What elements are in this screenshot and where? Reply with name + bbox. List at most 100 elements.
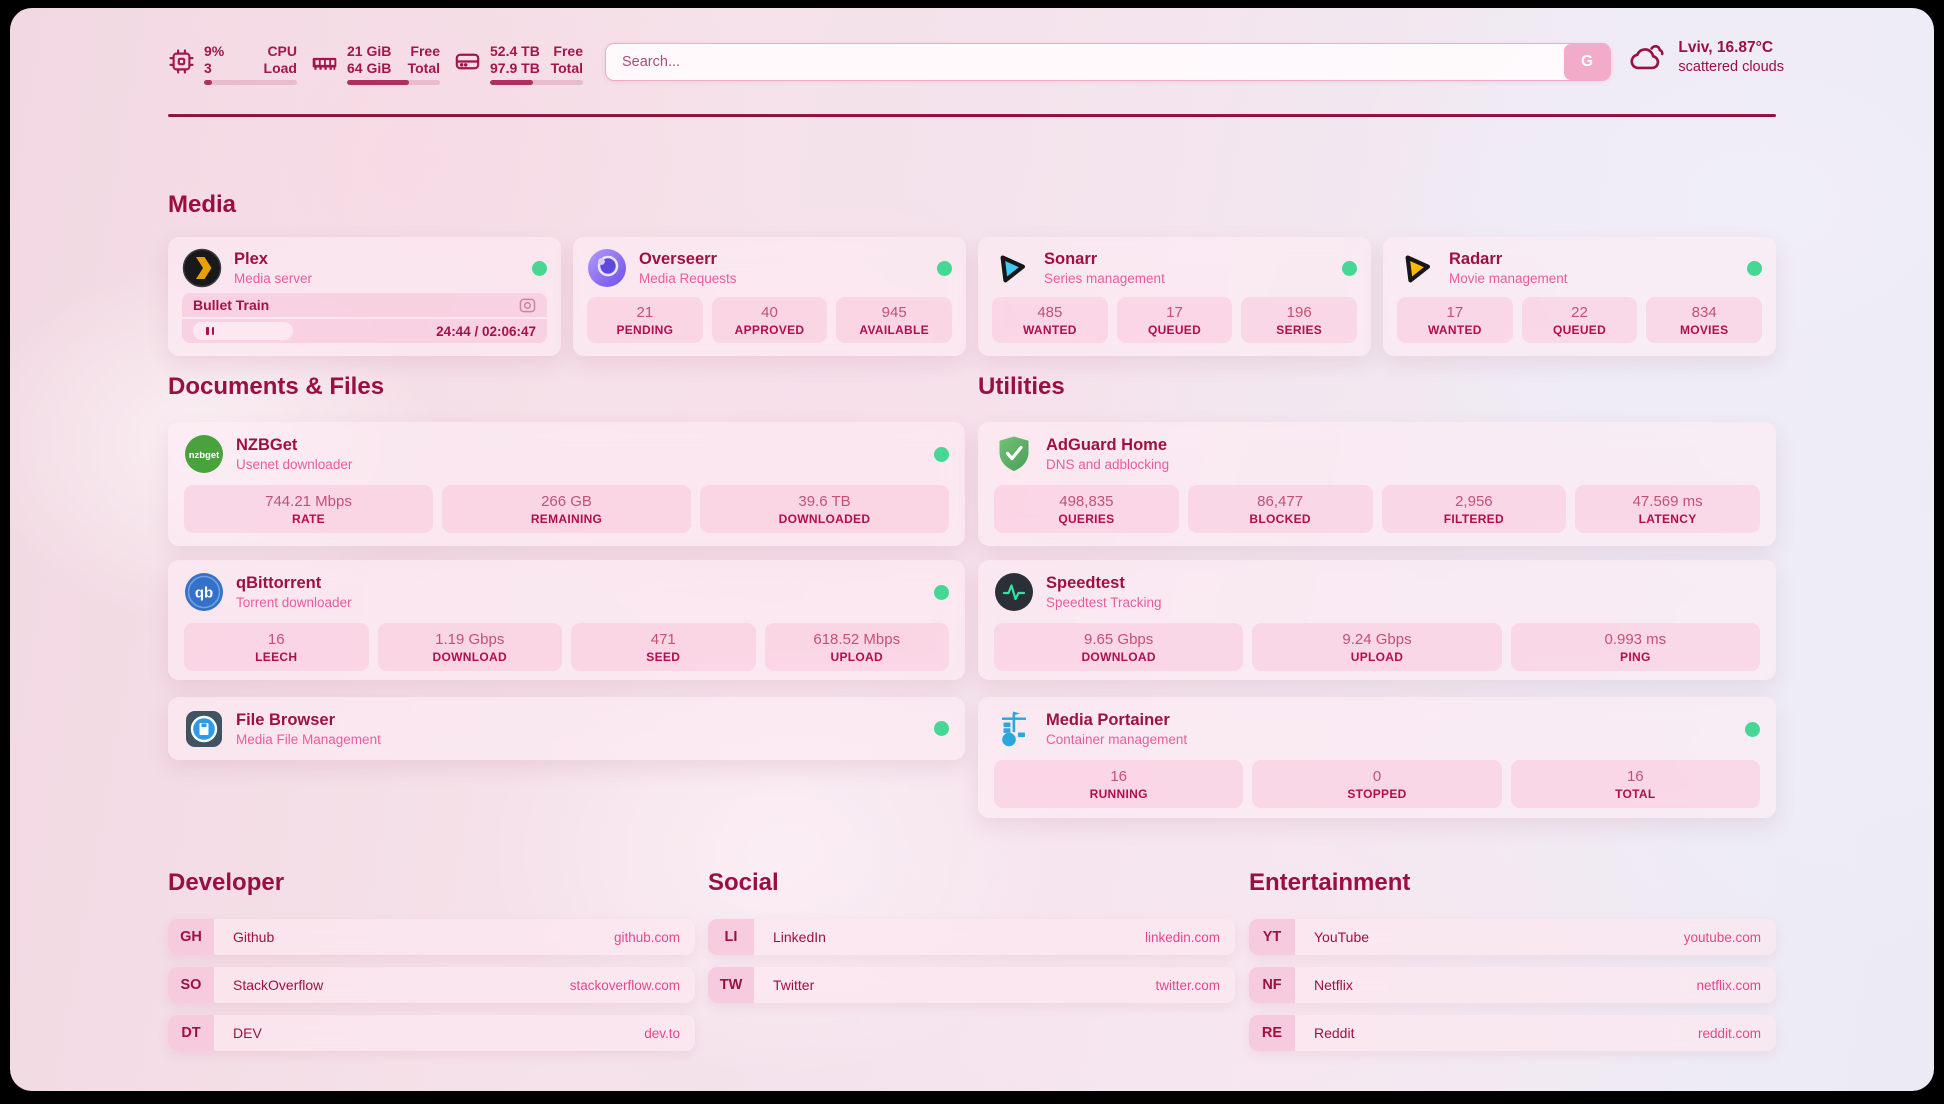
section-title-social: Social: [708, 869, 779, 896]
link-abbr: GH: [168, 919, 214, 955]
cpu-load-value: 3: [204, 60, 212, 76]
link-name: Github: [233, 929, 275, 945]
section-utilities: Utilities AdGuard Home DNS and adblockin…: [978, 372, 1776, 818]
adguard-icon: [999, 436, 1029, 471]
card-title: Plex: [234, 250, 268, 268]
status-online-dot: [934, 721, 949, 736]
stat-download: 1.19 Gbps DOWNLOAD: [377, 623, 562, 671]
status-online-dot: [1747, 260, 1762, 276]
sonarr-icon: [1000, 255, 1026, 283]
memory-total-value: 64 GiB: [347, 60, 392, 76]
link-abbr: YT: [1249, 919, 1295, 955]
search-bar: G: [605, 43, 1611, 81]
disk-total-label: Total: [550, 60, 583, 76]
memory-total-label: Total: [407, 60, 440, 76]
disk-widget: 52.4 TB Free 97.9 TB Total: [454, 43, 583, 85]
link-linkedin[interactable]: LI LinkedIn linkedin.com: [708, 919, 1235, 955]
card-title: NZBGet: [236, 436, 298, 454]
plex-icon: [182, 248, 222, 288]
status-online-dot: [1745, 721, 1760, 737]
link-github[interactable]: GH Github github.com: [168, 919, 695, 955]
stat-running: 16 RUNNING: [994, 760, 1244, 808]
link-url: stackoverflow.com: [569, 977, 680, 993]
link-netflix[interactable]: NF Netflix netflix.com: [1249, 967, 1776, 1003]
portainer-icon: [1002, 711, 1026, 747]
section-documents-files: Documents & Files nzbget NZBGet Usenet d…: [168, 372, 965, 760]
stat-pending: 21 PENDING: [587, 297, 703, 343]
stat-available: 945 AVAILABLE: [836, 297, 953, 343]
card-title: Sonarr: [1044, 250, 1098, 268]
qbittorrent-icon: qb: [185, 573, 223, 611]
stat-seed: 471 SEED: [571, 623, 756, 671]
filebrowser-card[interactable]: File Browser Media File Management: [168, 697, 965, 760]
cpu-load-label: Load: [263, 60, 297, 76]
card-subtitle: Torrent downloader: [236, 595, 352, 610]
section-title-media: Media: [168, 191, 237, 218]
card-subtitle: Media server: [234, 271, 313, 286]
system-widgets: 9% CPU 3 Load 21 GiB Free 64 GiB Total: [168, 43, 583, 85]
memory-widget: 21 GiB Free 64 GiB Total: [311, 43, 440, 85]
link-stackoverflow[interactable]: SO StackOverflow stackoverflow.com: [168, 967, 695, 1003]
stat-queued: 17 QUEUED: [1116, 297, 1233, 343]
card-title: AdGuard Home: [1046, 436, 1168, 454]
stat-leech: 16 LEECH: [184, 623, 369, 671]
link-url: youtube.com: [1683, 929, 1761, 945]
svg-text:qb: qb: [195, 585, 213, 602]
link-url: dev.to: [644, 1025, 680, 1041]
radarr-card[interactable]: Radarr Movie management 17 WANTED 22 QUEUE…: [1383, 237, 1776, 356]
search-input[interactable]: [606, 44, 1564, 80]
section-title-utilities: Utilities: [978, 373, 1065, 400]
memory-free-label: Free: [410, 43, 440, 59]
section-social: Social LI LinkedIn linkedin.com TW Twitt…: [708, 868, 1235, 1003]
filebrowser-icon: [186, 710, 222, 747]
stat-queries: 498,835 QUERIES: [994, 485, 1179, 533]
link-dev-to[interactable]: DT DEV dev.to: [168, 1015, 695, 1051]
overseerr-card[interactable]: Overseerr Media Requests 21 PENDING 40 APP…: [573, 237, 966, 356]
link-name: Reddit: [1314, 1025, 1355, 1041]
memory-progress-bar: [347, 80, 440, 85]
qbittorrent-card[interactable]: qb qBittorrent Torrent downloader 16 LEEC…: [168, 560, 965, 680]
weather-condition: scattered clouds: [1678, 59, 1784, 75]
cpu-usage-label: CPU: [267, 43, 297, 59]
disk-icon: [455, 53, 480, 70]
card-subtitle: Usenet downloader: [236, 457, 353, 472]
nzbget-icon: nzbget: [185, 435, 223, 473]
search-engine-button[interactable]: G: [1564, 44, 1610, 80]
section-title-documents: Documents & Files: [168, 373, 385, 400]
link-twitter[interactable]: TW Twitter twitter.com: [708, 967, 1235, 1003]
pause-button[interactable]: [193, 322, 293, 340]
link-url: netflix.com: [1696, 977, 1761, 993]
speedtest-card[interactable]: Speedtest Speedtest Tracking 9.65 Gbps DO…: [978, 560, 1776, 680]
nzbget-card[interactable]: nzbget NZBGet Usenet downloader 744.21 M…: [168, 422, 965, 546]
dashboard-background: 9% CPU 3 Load 21 GiB Free 64 GiB Total: [10, 8, 1934, 1091]
link-abbr: NF: [1249, 967, 1295, 1003]
link-youtube[interactable]: YT YouTube youtube.com: [1249, 919, 1776, 955]
cloud-icon: [1630, 44, 1664, 70]
card-subtitle: Speedtest Tracking: [1046, 595, 1162, 610]
sonarr-card[interactable]: Sonarr Series management 485 WANTED 17 QUE…: [978, 237, 1371, 356]
card-title: qBittorrent: [236, 574, 322, 592]
disk-free-value: 52.4 TB: [490, 43, 540, 59]
portainer-card[interactable]: Media Portainer Container management 16 R…: [978, 697, 1776, 818]
now-playing-time: 24:44 / 02:06:47: [436, 323, 536, 339]
plex-now-playing: Bullet Train 24:44 / 02:06:47: [182, 293, 547, 343]
card-title: File Browser: [236, 710, 336, 729]
stat-rate: 744.21 Mbps RATE: [184, 485, 433, 533]
link-url: github.com: [613, 929, 680, 945]
top-bar: 9% CPU 3 Load 21 GiB Free 64 GiB Total: [168, 39, 1784, 85]
cpu-usage-value: 9%: [204, 43, 225, 59]
link-reddit[interactable]: RE Reddit reddit.com: [1249, 1015, 1776, 1051]
cpu-widget: 9% CPU 3 Load: [168, 43, 297, 85]
plex-card[interactable]: Plex Media server Bullet Train: [168, 237, 561, 356]
section-entertainment: Entertainment YT YouTube youtube.com NF …: [1249, 868, 1776, 1051]
link-name: Netflix: [1314, 977, 1353, 993]
adguard-card[interactable]: AdGuard Home DNS and adblocking 498,835 Q…: [978, 422, 1776, 546]
disk-total-value: 97.9 TB: [490, 60, 540, 76]
status-online-dot: [1342, 260, 1357, 276]
cpu-icon: [169, 49, 194, 74]
header-divider: [168, 114, 1776, 117]
stat-movies: 834 MOVIES: [1646, 297, 1763, 343]
section-developer: Developer GH Github github.com SO StackO…: [168, 868, 695, 1051]
stat-download: 9.65 Gbps DOWNLOAD: [994, 623, 1244, 671]
link-name: StackOverflow: [233, 977, 324, 993]
